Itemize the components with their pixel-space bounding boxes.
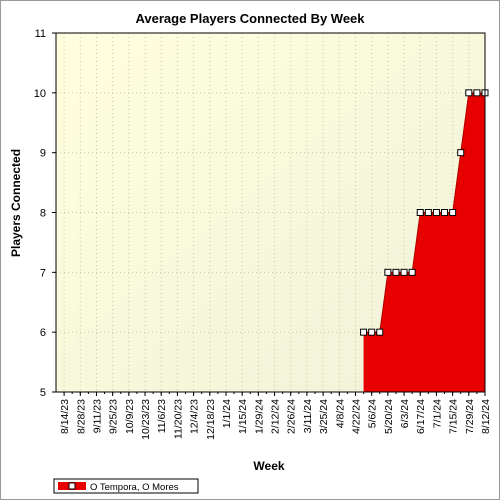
x-tick-label: 8/28/23 <box>75 399 87 434</box>
y-tick-label: 10 <box>34 88 46 100</box>
x-tick-label: 3/11/24 <box>302 399 314 433</box>
data-point <box>360 328 368 336</box>
x-tick-label: 2/12/24 <box>270 399 282 434</box>
x-tick-label: 7/29/24 <box>464 399 476 434</box>
legend-box <box>53 478 199 494</box>
x-tick-label: 3/25/24 <box>318 399 330 434</box>
x-tick-label: 8/12/24 <box>480 399 492 434</box>
x-tick-label: 7/15/24 <box>448 399 460 434</box>
y-tick-label: 11 <box>35 28 46 40</box>
x-tick-label: 5/20/24 <box>383 399 395 434</box>
y-tick-label: 6 <box>40 327 46 339</box>
x-tick-label: 6/3/24 <box>399 399 411 428</box>
x-tick-label: 7/1/24 <box>431 399 443 428</box>
x-tick-label: 4/8/24 <box>334 399 346 428</box>
data-point <box>392 268 400 276</box>
data-point <box>368 328 376 336</box>
data-point <box>416 209 424 216</box>
x-tick-label: 9/11/23 <box>91 399 103 433</box>
x-tick-label: 1/15/24 <box>237 399 249 434</box>
axes: 5 6 7 8 9 10 11 8/14/23 8/28/23 9/11/23 9/25/23 10/… <box>34 28 492 440</box>
series-area-fill <box>363 92 485 392</box>
y-tick-label: 8 <box>40 208 46 220</box>
x-tick-label: 8/14/23 <box>59 399 71 434</box>
chart-title: Average Players Connected By Week <box>135 11 365 26</box>
x-tick-label: 11/20/23 <box>172 399 184 439</box>
data-point <box>408 268 416 276</box>
y-tick-label: 9 <box>40 148 46 160</box>
y-tick-label: 7 <box>40 267 46 279</box>
x-axis-label: Week <box>253 459 284 473</box>
x-tick-label: 9/25/23 <box>108 399 120 434</box>
x-tick-label: 10/9/23 <box>124 399 136 434</box>
x-tick-label: 12/4/23 <box>189 399 201 434</box>
x-tick-label: 4/22/24 <box>350 399 362 434</box>
data-point <box>432 209 440 216</box>
x-tick-label: 10/23/23 <box>140 399 152 440</box>
x-tick-label: 2/26/24 <box>286 399 298 434</box>
data-point <box>449 209 457 216</box>
x-tick-label: 1/29/24 <box>253 399 265 434</box>
data-point <box>424 209 432 216</box>
x-tick-label: 5/6/24 <box>367 399 379 428</box>
data-point <box>441 209 449 216</box>
data-point <box>473 89 481 97</box>
data-point <box>400 268 408 276</box>
legend: O Tempora, O Mores <box>53 478 199 494</box>
y-tick-label: 5 <box>40 387 46 399</box>
x-tick-label: 6/17/24 <box>415 399 427 434</box>
data-point <box>376 328 384 336</box>
data-point <box>465 89 473 97</box>
legend-label: O Tempora, O Mores <box>90 482 179 493</box>
x-tick-label: 12/18/23 <box>205 399 217 440</box>
series-area <box>360 89 489 392</box>
legend-marker <box>68 482 76 490</box>
data-point <box>457 149 465 157</box>
series-line <box>363 92 485 333</box>
y-axis-label: Players Connected <box>9 149 23 257</box>
data-point <box>384 268 392 276</box>
x-tick-label: 11/6/23 <box>156 399 168 433</box>
x-tick-label: 1/1/24 <box>221 399 233 428</box>
